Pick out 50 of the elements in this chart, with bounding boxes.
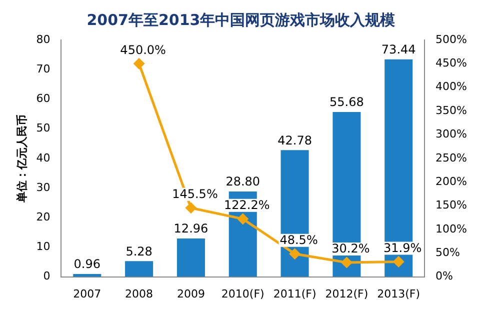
bar [125,261,154,277]
y-tick-label: 70 [36,62,50,76]
data-label: 42.78 [278,133,312,148]
data-label: 12.96 [174,222,208,236]
y2-tick-label: 150% [436,198,468,212]
y2-tick-label: 300% [436,128,468,141]
x-tick-label: 2012(F) [325,287,368,300]
y-tick-label: 30 [36,180,50,194]
data-label: 30.2% [332,242,370,256]
data-label: 450.0% [120,42,166,57]
data-label: 0.96 [74,257,101,272]
data-label: 145.5% [172,187,218,202]
y-axis-title: 单位：亿元人民币 [15,114,28,204]
data-label: 31.9% [384,240,422,255]
x-tick-label: 2010(F) [221,287,264,300]
y2-tick-label: 350% [436,104,468,117]
point [238,214,248,224]
y2-tick-label: 450% [436,56,468,70]
x-tick-label: 2008 [125,287,154,300]
y-tick-label: 40 [36,151,50,164]
y2-tick-label: 100% [436,222,468,236]
point [186,202,196,214]
point [341,257,352,268]
point [393,256,404,267]
y-tick-label: 0 [43,270,50,283]
bar [176,238,205,277]
x-tick-label: 2009 [176,287,205,300]
y2-tick-label: 200% [436,174,468,188]
point [134,58,144,69]
y-tick-label: 50 [36,122,50,135]
data-label: 55.68 [330,95,364,110]
x-tick-label: 2013(F) [377,287,420,300]
y-tick-label: 20 [36,210,50,224]
y2-tick-label: 250% [436,151,468,164]
point [290,248,300,260]
y2-tick-label: 0% [436,270,454,283]
chart-title: 2007年至2013年中国网页游戏市场收入规模 [86,10,396,29]
data-label: 122.2% [224,198,270,212]
y-tick-label: 10 [36,240,50,254]
data-label: 28.80 [226,174,260,189]
y2-tick-label: 400% [436,80,468,94]
data-label: 73.44 [381,42,416,57]
data-label: 48.5% [280,232,318,247]
y-tick-label: 60 [36,92,50,106]
y-tick-label: 80 [36,32,50,46]
x-tick-label: 2011(F) [273,287,316,300]
x-tick-label: 2007 [73,287,102,300]
y2-tick-label: 500% [436,32,468,46]
y2-tick-label: 50% [436,246,460,259]
data-label: 5.28 [126,244,152,258]
